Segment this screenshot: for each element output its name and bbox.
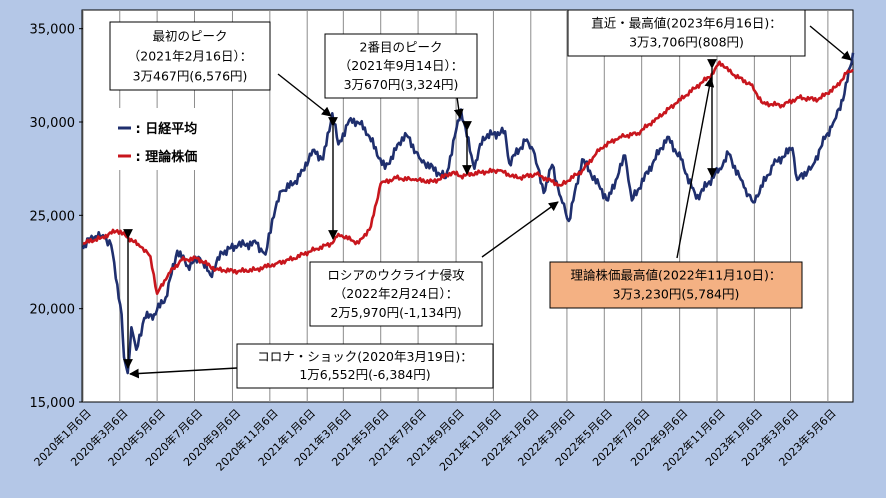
annotation-russia-invasion: ロシアのウクライナ侵攻 （2022年2月24日）： 2万5,970円(-1,134円…: [309, 261, 483, 327]
y-tick-label: 15,000: [30, 396, 76, 411]
y-tick-label: 35,000: [30, 23, 76, 38]
annotation-line: （2021年9月14日）：: [339, 58, 463, 73]
arrow-theory-high: [676, 77, 715, 259]
annotation-line: 3万3,706円(808円): [629, 35, 744, 50]
annotation-box: [549, 261, 803, 309]
y-axis: 15,000 20,000 25,000 30,000 35,000: [30, 23, 83, 411]
annotation-line: 3万3,230円(5,784円): [613, 287, 740, 302]
annotation-line: 直近・最高値(2023年6月16日)：: [591, 16, 781, 31]
annotation-box: [324, 33, 478, 99]
annotation-box: [109, 21, 271, 91]
annotation-line: 2万5,970円(-1,134円): [330, 305, 461, 320]
legend-entry: 一 : 理論株価: [118, 149, 197, 165]
annotation-line: 理論株価最高値(2022年11月10日)：: [571, 268, 782, 283]
annotation-corona-shock: コロナ・ショック(2020年3月19日)： 1万6,552円(-6,384円): [236, 343, 494, 389]
annotation-line: 1万6,552円(-6,384円): [299, 367, 430, 382]
annotation-box: [309, 261, 483, 327]
arrow-recent-high: [809, 25, 852, 61]
legend-entry: 一 : 日経平均: [118, 121, 197, 137]
annotation-line: 3万670円(3,324円): [344, 77, 459, 92]
arrow-first-peak: [277, 73, 332, 117]
annotation-recent-high: 直近・最高値(2023年6月16日)： 3万3,706円(808円): [567, 9, 806, 57]
y-tick-label: 25,000: [30, 209, 76, 224]
annotations: 最初のピーク （2021年2月16日）： 3万467円(6,576円) 2番目のピーク…: [109, 9, 806, 389]
annotation-theory-high: 理論株価最高値(2022年11月10日)： 3万3,230円(5,784円): [549, 261, 803, 309]
y-tick-label: 30,000: [30, 116, 76, 131]
annotation-box: [567, 9, 806, 57]
arrow-second-peak: [453, 96, 464, 119]
annotation-first-peak: 最初のピーク （2021年2月16日）： 3万467円(6,576円): [109, 21, 271, 91]
annotation-line: コロナ・ショック(2020年3月19日)：: [257, 349, 472, 364]
annotation-box: [236, 343, 494, 389]
annotation-second-peak: 2番目のピーク （2021年9月14日）： 3万670円(3,324円): [324, 33, 478, 99]
annotation-line: ロシアのウクライナ侵攻: [327, 267, 465, 282]
legend-box: [112, 108, 220, 170]
annotation-line: 3万467円(6,576円): [133, 68, 248, 83]
annotation-arrows: [123, 25, 852, 379]
annotation-line: （2022年2月24日）：: [334, 286, 458, 301]
arrow-russia: [481, 201, 559, 258]
annotation-line: （2021年2月16日）：: [128, 48, 252, 63]
annotation-line: 最初のピーク: [152, 28, 227, 43]
arrow-corona: [129, 367, 238, 379]
annotation-line: 2番目のピーク: [360, 39, 443, 54]
y-tick-label: 20,000: [30, 303, 76, 318]
